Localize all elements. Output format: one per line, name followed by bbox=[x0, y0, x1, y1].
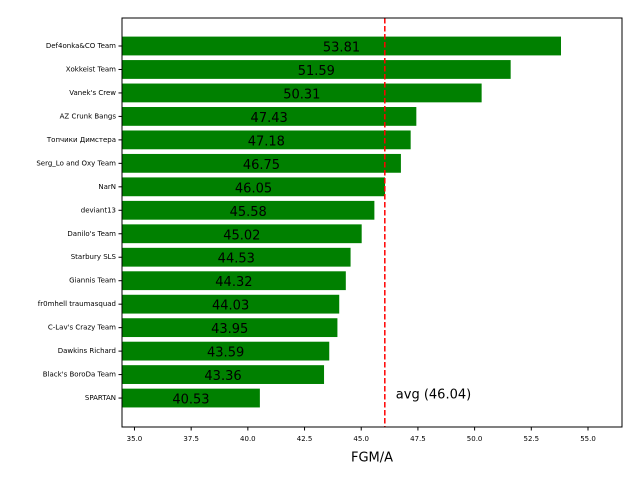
data-label: 44.53 bbox=[218, 252, 255, 267]
y-tick-label: Serg_Lo and Oxy Team bbox=[36, 159, 116, 167]
x-tick-label: 52.5 bbox=[524, 435, 540, 443]
bar bbox=[122, 294, 340, 314]
y-tick-label: Black's BoroDa Team bbox=[43, 371, 116, 379]
x-tick-label: 50.0 bbox=[467, 435, 483, 443]
bar bbox=[122, 388, 260, 408]
data-label: 51.59 bbox=[298, 64, 335, 79]
data-label: 45.58 bbox=[230, 205, 267, 220]
y-tick-label: Giannis Team bbox=[69, 277, 116, 285]
data-label: 46.05 bbox=[235, 181, 272, 196]
y-tick-label: C-Lav's Crazy Team bbox=[48, 324, 116, 332]
y-tick-label: fr0mhell traumasquad bbox=[38, 300, 116, 308]
bar bbox=[122, 271, 346, 291]
data-label: 47.43 bbox=[251, 111, 288, 126]
bar bbox=[122, 83, 482, 103]
x-tick-label: 35.0 bbox=[127, 435, 143, 443]
y-tick-label: Топчики Димстера bbox=[46, 136, 116, 144]
avg-annotation: avg (46.04) bbox=[396, 388, 471, 403]
data-label: 53.81 bbox=[323, 41, 360, 56]
x-tick-label: 40.0 bbox=[240, 435, 256, 443]
x-tick-label: 42.5 bbox=[297, 435, 313, 443]
data-label: 43.95 bbox=[211, 322, 248, 337]
y-tick-label: Starbury SLS bbox=[71, 253, 117, 261]
bar bbox=[122, 200, 375, 220]
bar bbox=[122, 318, 338, 338]
bar bbox=[122, 177, 386, 197]
y-tick-label: Dawkins Richard bbox=[58, 347, 116, 355]
x-tick-label: 55.0 bbox=[580, 435, 596, 443]
data-label: 44.03 bbox=[212, 299, 249, 314]
x-tick-label: 37.5 bbox=[183, 435, 199, 443]
data-label: 47.18 bbox=[248, 134, 285, 149]
data-label: 43.59 bbox=[207, 346, 244, 361]
data-label: 44.32 bbox=[215, 275, 252, 290]
x-tick-label: 47.5 bbox=[410, 435, 426, 443]
y-tick-label: Danilo's Team bbox=[67, 230, 116, 238]
plot-frame bbox=[121, 17, 623, 428]
bar bbox=[122, 153, 401, 173]
y-tick-label: AZ Crunk Bangs bbox=[60, 112, 117, 120]
bar bbox=[122, 341, 330, 361]
y-tick-label: Def4onka&CO Team bbox=[46, 42, 116, 50]
x-tick-label: 45.0 bbox=[353, 435, 369, 443]
data-label: 50.31 bbox=[283, 87, 320, 102]
x-axis-label: FGM/A bbox=[351, 451, 393, 466]
data-label: 45.02 bbox=[223, 228, 260, 243]
data-label: 40.53 bbox=[172, 393, 209, 408]
bar bbox=[122, 247, 351, 267]
bar bbox=[122, 60, 511, 79]
bar bbox=[122, 130, 411, 150]
y-tick-label: Xokkeist Team bbox=[66, 65, 116, 73]
y-tick-label: SPARTAN bbox=[85, 394, 116, 402]
data-label: 43.36 bbox=[204, 369, 241, 384]
y-tick-label: Vanek's Crew bbox=[69, 89, 116, 97]
data-label: 46.75 bbox=[243, 158, 280, 173]
y-tick-label: deviant13 bbox=[81, 206, 116, 214]
bar bbox=[122, 224, 362, 244]
bar bbox=[122, 365, 325, 384]
y-tick-label: NarN bbox=[98, 183, 116, 191]
bar bbox=[122, 107, 417, 126]
bar bbox=[122, 36, 562, 56]
